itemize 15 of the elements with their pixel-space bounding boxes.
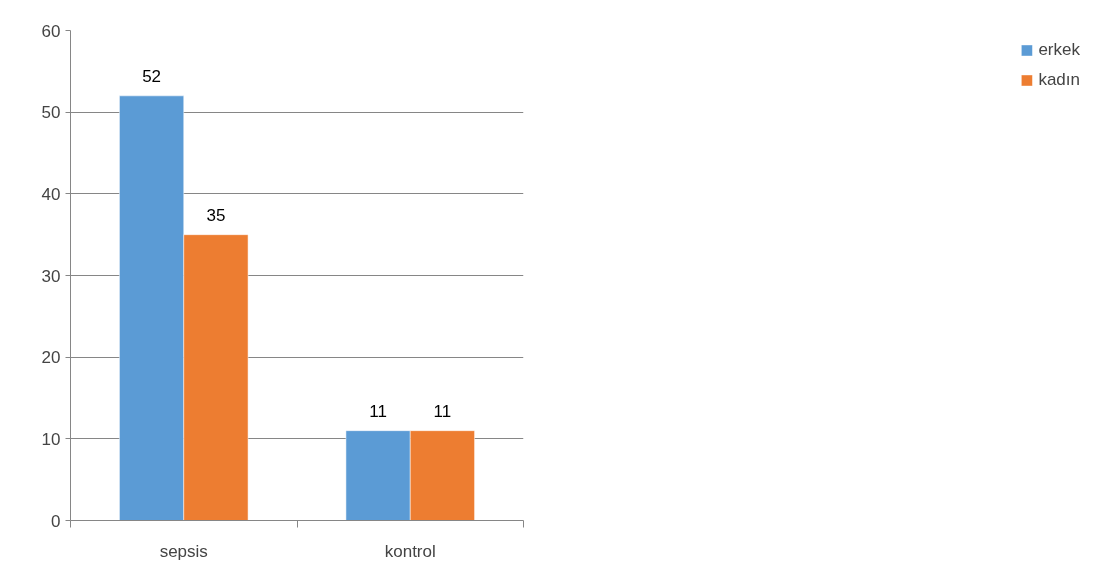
x-tick-label: kontrol bbox=[384, 541, 436, 561]
x-tick-label: sepsis bbox=[159, 541, 208, 561]
data-label: 11 bbox=[369, 401, 387, 421]
y-tick-label: 60 bbox=[41, 21, 61, 41]
y-tick-label: 40 bbox=[41, 184, 61, 204]
y-tick-label: 20 bbox=[41, 348, 61, 368]
data-label: 11 bbox=[433, 401, 452, 421]
y-tick-label: 30 bbox=[41, 266, 61, 286]
legend-label: kadın bbox=[1038, 70, 1080, 90]
data-label: 52 bbox=[142, 66, 162, 86]
y-tick-label: 10 bbox=[41, 429, 61, 449]
data-label: 35 bbox=[206, 205, 226, 225]
legend-label: erkek bbox=[1038, 40, 1080, 60]
y-tick-label: 50 bbox=[41, 103, 61, 123]
y-tick-label: 0 bbox=[51, 511, 61, 531]
